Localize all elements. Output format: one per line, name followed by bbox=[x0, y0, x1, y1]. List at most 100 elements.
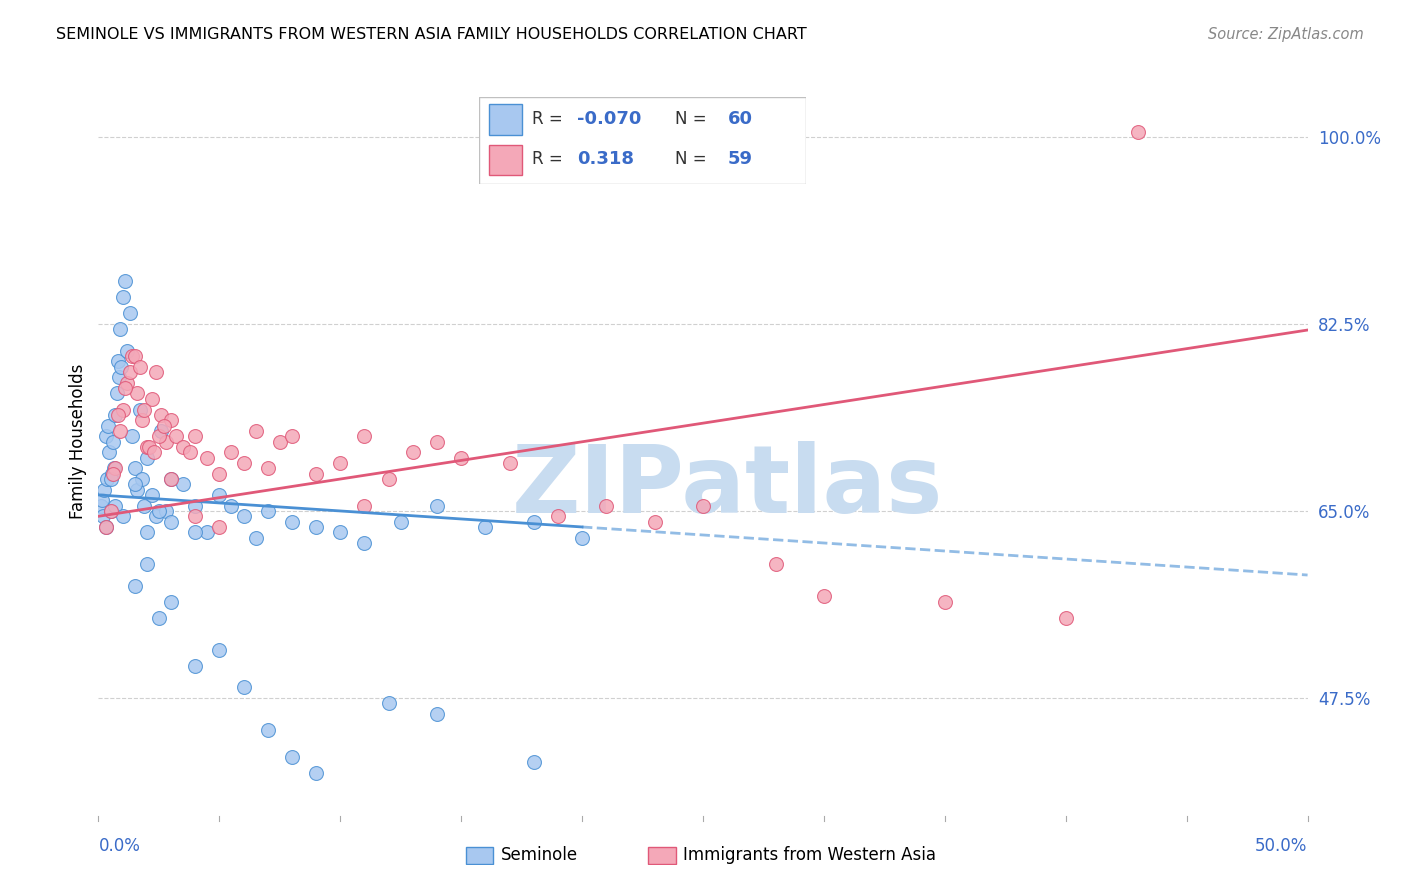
Point bbox=[281, 429, 304, 443]
Point bbox=[98, 445, 121, 459]
Point bbox=[813, 590, 835, 604]
Point bbox=[103, 461, 125, 475]
Point bbox=[124, 461, 146, 475]
Point bbox=[692, 499, 714, 513]
Point bbox=[305, 765, 328, 780]
Point bbox=[329, 525, 352, 540]
Point bbox=[402, 445, 425, 459]
Point bbox=[105, 386, 128, 401]
Point bbox=[90, 499, 112, 513]
Point bbox=[107, 354, 129, 368]
Point bbox=[172, 440, 194, 454]
Point bbox=[179, 445, 201, 459]
Point bbox=[595, 499, 617, 513]
Point bbox=[143, 445, 166, 459]
Point bbox=[389, 515, 412, 529]
Point bbox=[96, 472, 118, 486]
Point bbox=[135, 525, 157, 540]
Point bbox=[118, 306, 141, 320]
Point bbox=[128, 359, 150, 374]
Point bbox=[172, 477, 194, 491]
Point bbox=[474, 520, 496, 534]
Point bbox=[281, 749, 304, 764]
Point bbox=[101, 434, 124, 449]
Point bbox=[138, 440, 160, 454]
Point bbox=[184, 509, 207, 524]
Point bbox=[195, 525, 218, 540]
Point bbox=[100, 472, 122, 486]
Point bbox=[498, 456, 520, 470]
Point bbox=[127, 483, 149, 497]
Point bbox=[111, 509, 134, 524]
Point bbox=[101, 467, 124, 481]
Point bbox=[124, 579, 146, 593]
Point bbox=[221, 445, 243, 459]
Point bbox=[353, 499, 375, 513]
Point bbox=[184, 525, 207, 540]
Point bbox=[145, 509, 167, 524]
Point bbox=[141, 392, 163, 406]
Point bbox=[111, 290, 134, 304]
Point bbox=[134, 499, 156, 513]
Point bbox=[152, 418, 174, 433]
Point bbox=[245, 531, 267, 545]
Point bbox=[104, 499, 127, 513]
Point bbox=[107, 408, 129, 422]
Point bbox=[124, 349, 146, 363]
FancyBboxPatch shape bbox=[465, 847, 494, 864]
Point bbox=[94, 520, 117, 534]
Point bbox=[377, 696, 399, 710]
Point bbox=[195, 450, 218, 465]
Point bbox=[100, 467, 122, 481]
Point bbox=[131, 472, 153, 486]
Point bbox=[245, 424, 267, 438]
Point bbox=[208, 488, 231, 502]
Point bbox=[450, 450, 472, 465]
Point bbox=[108, 370, 131, 384]
Point bbox=[117, 343, 139, 358]
Point bbox=[150, 408, 173, 422]
Point bbox=[184, 499, 207, 513]
Point bbox=[426, 499, 449, 513]
Point bbox=[93, 483, 115, 497]
Point bbox=[232, 680, 254, 694]
Point bbox=[111, 402, 134, 417]
Point bbox=[91, 493, 114, 508]
Point bbox=[141, 488, 163, 502]
Point bbox=[148, 504, 170, 518]
Point bbox=[104, 408, 127, 422]
Point bbox=[94, 520, 117, 534]
Point bbox=[232, 456, 254, 470]
Point bbox=[232, 509, 254, 524]
Point bbox=[165, 429, 187, 443]
Point bbox=[377, 472, 399, 486]
Point bbox=[353, 536, 375, 550]
Point bbox=[269, 434, 291, 449]
Point bbox=[934, 595, 956, 609]
Point bbox=[256, 723, 278, 737]
Point bbox=[155, 434, 177, 449]
Point bbox=[150, 424, 173, 438]
Point bbox=[256, 461, 278, 475]
Point bbox=[184, 658, 207, 673]
Point bbox=[160, 595, 183, 609]
Point bbox=[208, 642, 231, 657]
Point bbox=[547, 509, 569, 524]
Point bbox=[124, 477, 146, 491]
Point bbox=[160, 472, 183, 486]
Point bbox=[305, 520, 328, 534]
Point bbox=[184, 429, 207, 443]
Text: Source: ZipAtlas.com: Source: ZipAtlas.com bbox=[1208, 27, 1364, 42]
Point bbox=[135, 440, 157, 454]
Point bbox=[160, 472, 183, 486]
Point bbox=[148, 611, 170, 625]
Text: ZIPatlas: ZIPatlas bbox=[512, 441, 943, 533]
Point bbox=[523, 755, 546, 769]
Point bbox=[108, 424, 131, 438]
Point bbox=[145, 365, 167, 379]
Point bbox=[94, 429, 117, 443]
Point bbox=[426, 434, 449, 449]
Point bbox=[329, 456, 352, 470]
Point bbox=[128, 402, 150, 417]
Point bbox=[148, 429, 170, 443]
